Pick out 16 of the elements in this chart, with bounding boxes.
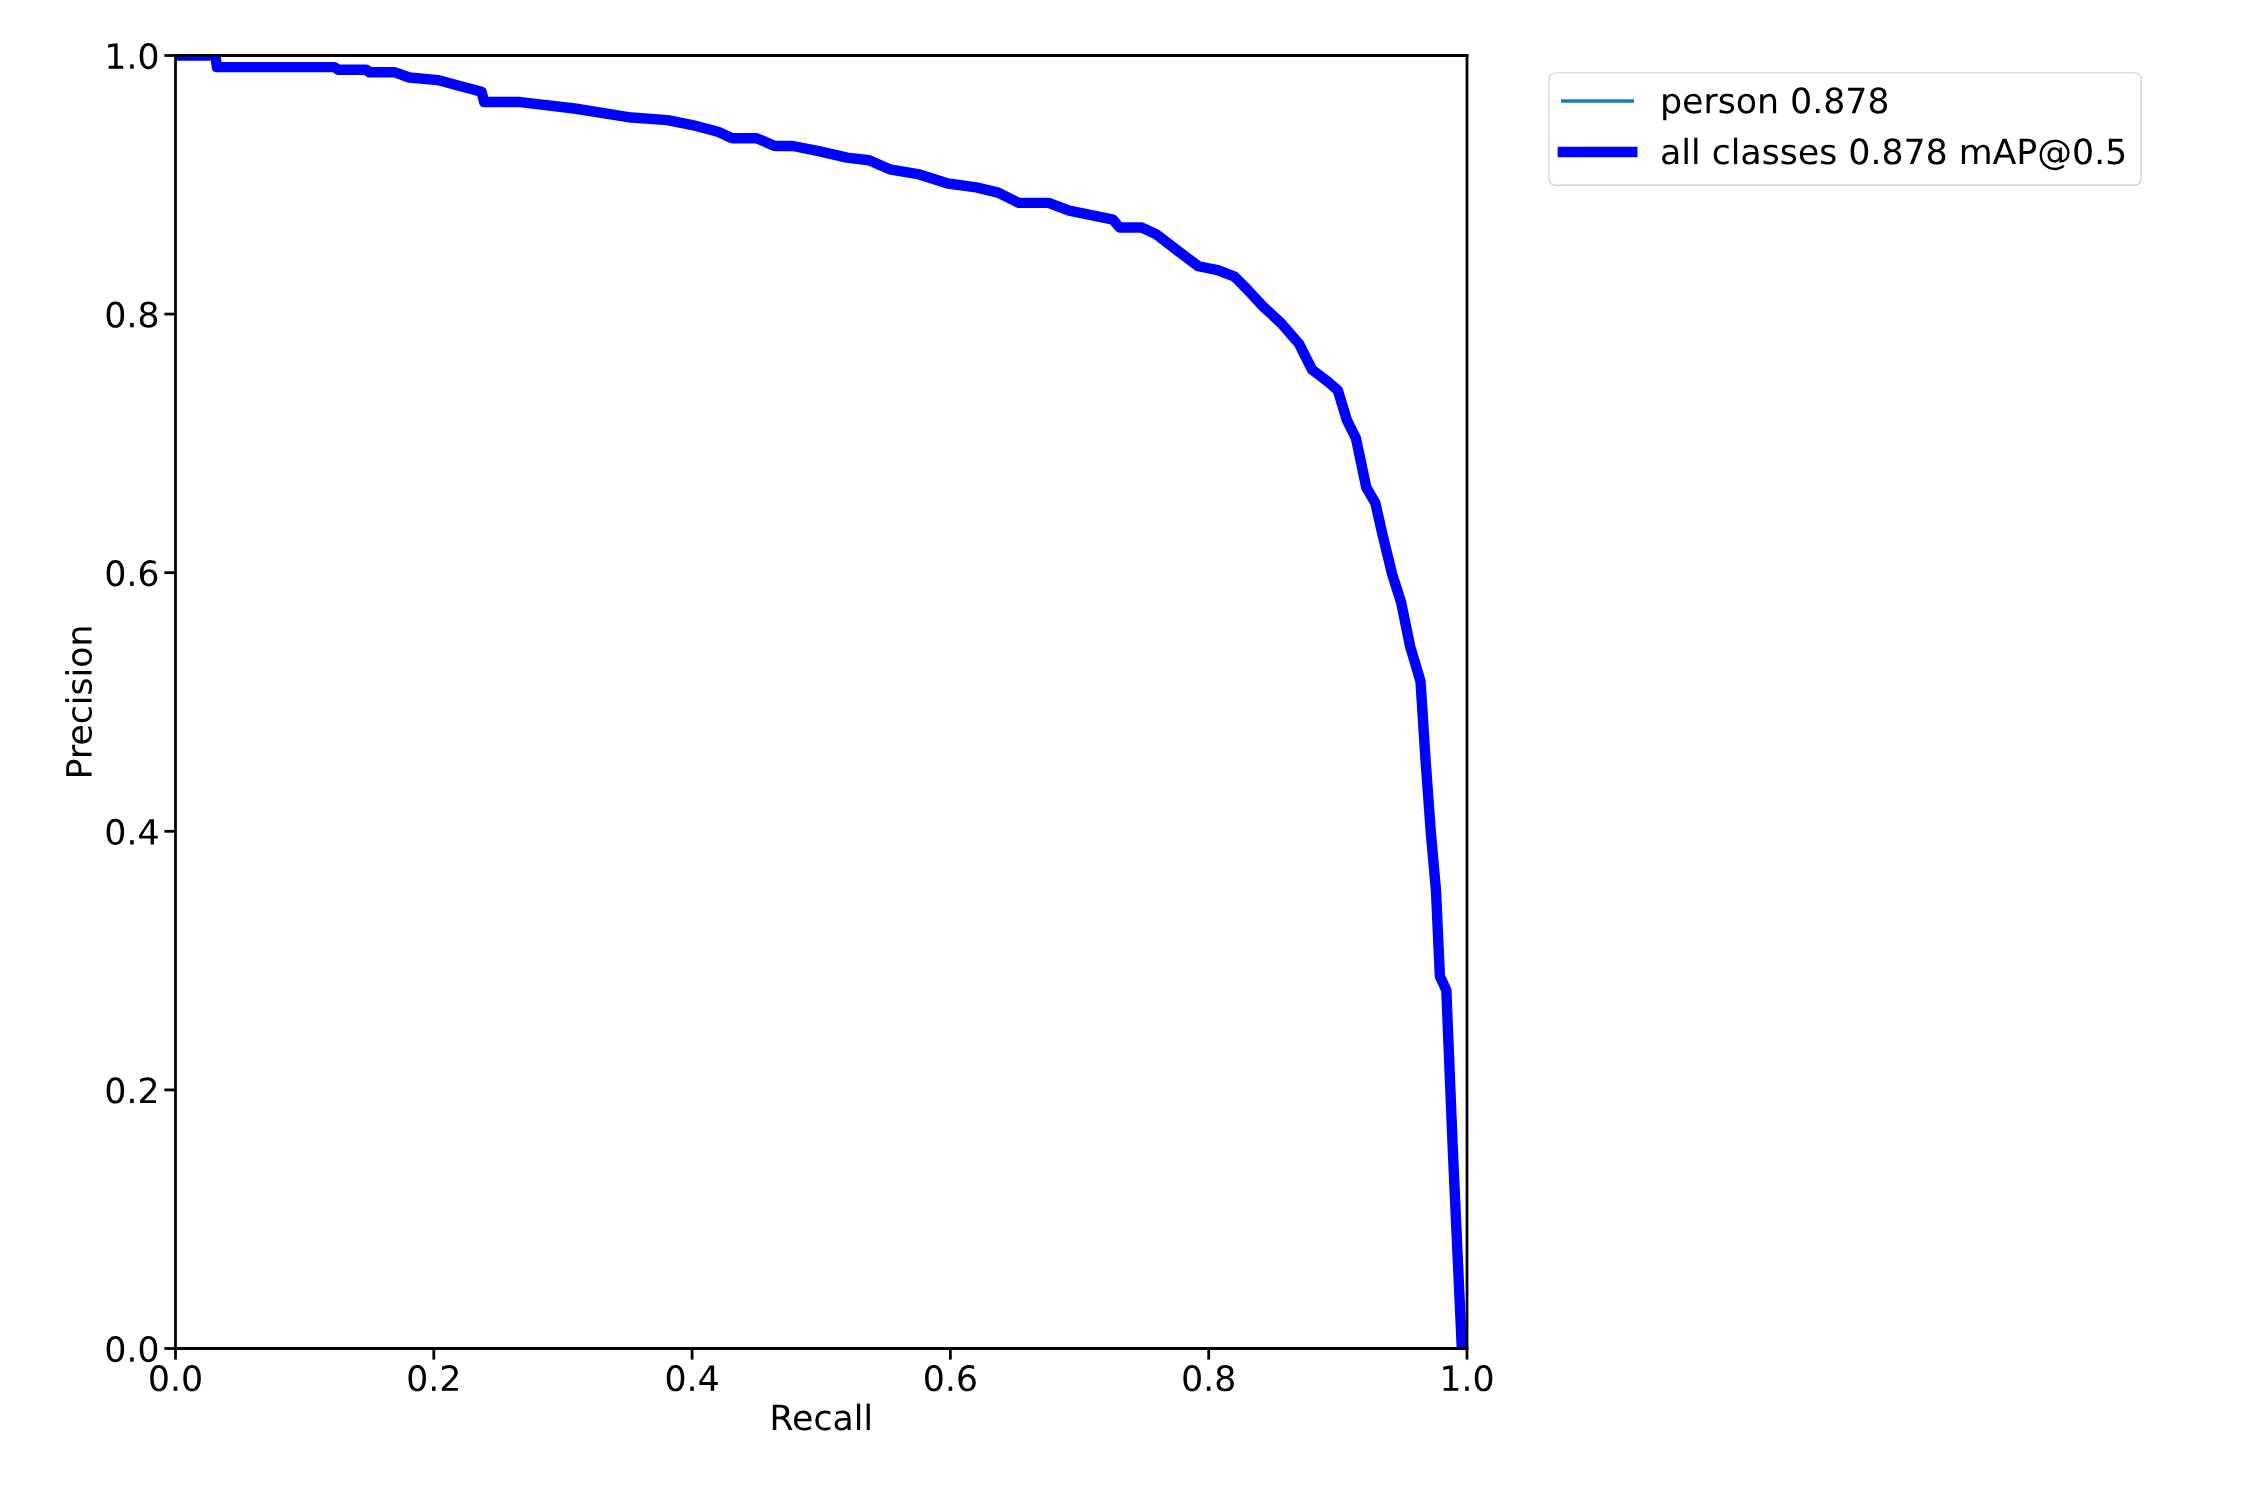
y-tick-label: 0.6 xyxy=(106,560,158,587)
x-tick-label: 1.0 xyxy=(1443,1365,1493,1392)
x-tick-label: 0.2 xyxy=(408,1365,458,1392)
x-axis-title: Recall xyxy=(772,1403,870,1431)
x-tick-label: 0.6 xyxy=(925,1365,976,1392)
x-tick-label: 0.4 xyxy=(666,1365,718,1392)
y-tick-label: 0.8 xyxy=(106,301,158,328)
legend-label: all classes 0.878 mAP@0.5 xyxy=(1662,137,2125,171)
x-tick-label: 0.0 xyxy=(150,1365,201,1392)
y-axis-title: Precision xyxy=(65,627,93,777)
legend-label: person 0.878 xyxy=(1663,87,1888,121)
y-tick-label: 1.0 xyxy=(108,42,158,70)
y-tick-label: 0.4 xyxy=(106,818,158,845)
y-tick-label: 0.0 xyxy=(106,1335,158,1363)
y-tick-label: 0.2 xyxy=(106,1077,157,1104)
x-tick-label: 0.8 xyxy=(1183,1365,1234,1392)
